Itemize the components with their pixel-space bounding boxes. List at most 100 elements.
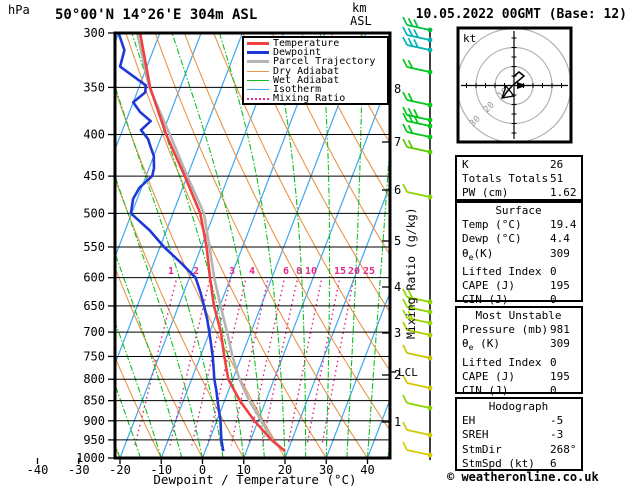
hodograph-trace: [502, 71, 526, 99]
indices-table: K 26 Totals Totals 51 PW (cm) 1.62: [455, 155, 583, 201]
isotherm-line: [115, 33, 202, 259]
mixing-ratio-line: [134, 280, 177, 446]
km-tick-label: 2: [394, 368, 401, 382]
temp-tick-label: 40: [360, 463, 374, 477]
isotherm-line: [0, 33, 36, 458]
table-row-value: 1.62: [550, 186, 577, 200]
sounding-curves: [117, 33, 286, 453]
mixing-ratio-line: [261, 280, 298, 446]
table-row-label: Dewp (°C): [462, 232, 522, 246]
table-row: Pressure (mb) 981: [462, 323, 581, 337]
table-row-label: θe (K): [462, 337, 500, 353]
legend-swatch-isotherm: [247, 89, 269, 91]
table-row: EH -5: [462, 414, 581, 428]
table-row-label: Lifted Index: [462, 355, 542, 369]
mixing-ratio-value-label: 20: [348, 266, 360, 277]
table-row-label: Totals Totals: [462, 172, 549, 186]
table-row: θe(K) 309: [462, 247, 581, 265]
table-title: Hodograph: [488, 400, 549, 413]
table-row-value: 309: [550, 246, 570, 260]
dry-adiabat-line: [115, 355, 162, 458]
table-row-label: K: [462, 158, 469, 171]
wind-barb: [402, 288, 433, 305]
mixing-ratio-value-label: 15: [334, 266, 346, 277]
km-tick-label: 3: [394, 326, 401, 340]
table-row: Lifted Index 0: [462, 356, 581, 370]
mixing-ratio-line: [230, 280, 269, 446]
temperature-curve: [138, 33, 286, 453]
mixing-ratio-value-label: 3: [229, 266, 235, 277]
table-row-value: 19.4: [550, 218, 577, 232]
pressure-unit-label: hPa: [8, 3, 30, 17]
table-row-label: StmSpd (kt): [462, 456, 535, 470]
table-row-value: -3: [550, 428, 564, 442]
surface-table: Surface Temp (°C) 19.4 Dewp (°C) 4.4 θe(K) 309…: [455, 201, 583, 306]
wind-barb: [402, 91, 433, 108]
mixing-ratio-line: [287, 280, 322, 446]
temp-tick-label: 0: [199, 463, 206, 477]
mixing-ratio-line: [306, 280, 340, 446]
legend-swatch-wet-adiabat: [247, 79, 269, 81]
hodograph-border: [456, 26, 573, 144]
km-tick-label: 5: [394, 234, 401, 248]
wet-adiabat-line: [115, 383, 142, 458]
wind-barb: [402, 26, 433, 43]
table-row: PW (cm) 1.62: [462, 186, 581, 200]
table-row-label: CAPE (J): [462, 370, 515, 383]
hodograph-marker: [501, 84, 516, 99]
temp-tick-label: -10: [150, 463, 172, 477]
pressure-tick-label: 550: [83, 240, 105, 254]
table-row: θe (K) 309: [462, 337, 581, 355]
isotherm-line: [284, 183, 390, 458]
wind-barb: [402, 36, 433, 53]
mixing-ratio-value-label: 6: [283, 266, 289, 277]
table-row-label: CIN (J): [462, 384, 509, 398]
most-unstable-table: Most Unstable Pressure (mb) 981 θe (K) 309 Li…: [455, 306, 583, 397]
legend-item-label: Temperature: [273, 38, 340, 50]
legend-item-label: Isotherm: [273, 84, 322, 96]
wind-barb: [402, 309, 433, 326]
legend-swatch-mixing-ratio: [247, 97, 269, 100]
mixing-ratio-value-label: 25: [363, 266, 375, 277]
hodograph-unit-label: kt: [463, 32, 477, 45]
footer-credit: © weatheronline.co.uk: [447, 470, 599, 484]
wind-barb: [402, 16, 433, 33]
wind-barb: [402, 58, 433, 75]
table-row: StmDir 268°: [462, 443, 581, 457]
pressure-tick-label: 800: [83, 372, 105, 386]
dry-adiabat-line: [115, 266, 203, 458]
table-row-label: Temp (°C): [462, 218, 522, 232]
dewpoint-curve: [117, 33, 225, 452]
isotherm-line: [115, 33, 243, 366]
isotherm-line: [325, 290, 390, 458]
wind-barb: [402, 112, 433, 129]
mixing-ratio-line: [207, 280, 247, 446]
table-row-value: 0: [550, 384, 557, 398]
table-row: Temp (°C) 19.4: [462, 218, 581, 232]
mixing-ratio-value-label: 10: [305, 266, 317, 277]
dry-adiabat-line: [300, 33, 390, 200]
legend-item: Temperature: [244, 38, 387, 50]
table-row-value: -5: [550, 414, 564, 428]
table-row-value: 268°: [550, 442, 577, 456]
pressure-tick-label: 600: [83, 271, 105, 285]
storm-motion-arrow: [517, 82, 527, 89]
km-tick-label: 4: [394, 280, 401, 294]
wind-barb: [402, 298, 433, 315]
km-axis-unit: km: [352, 1, 367, 15]
legend-item: Isotherm: [244, 84, 387, 96]
legend-item: Dewpoint: [244, 48, 387, 58]
asl-label: ASL: [350, 14, 372, 28]
table-row-value: 195: [550, 279, 570, 293]
table-row: K 26: [462, 158, 581, 172]
temp-tick-label: 10: [237, 463, 251, 477]
legend-item: Dry Adiabat: [244, 66, 387, 76]
station-title: 50°00'N 14°26'E 304m ASL: [55, 7, 258, 23]
plot-background-lines: [0, 33, 390, 458]
km-tick-label: 7: [394, 135, 401, 149]
wind-barb: [402, 183, 433, 200]
mixing-ratio-value-label: 2: [193, 266, 199, 277]
table-row-label: PW (cm): [462, 186, 509, 200]
temp-tick-label: -20: [109, 463, 131, 477]
